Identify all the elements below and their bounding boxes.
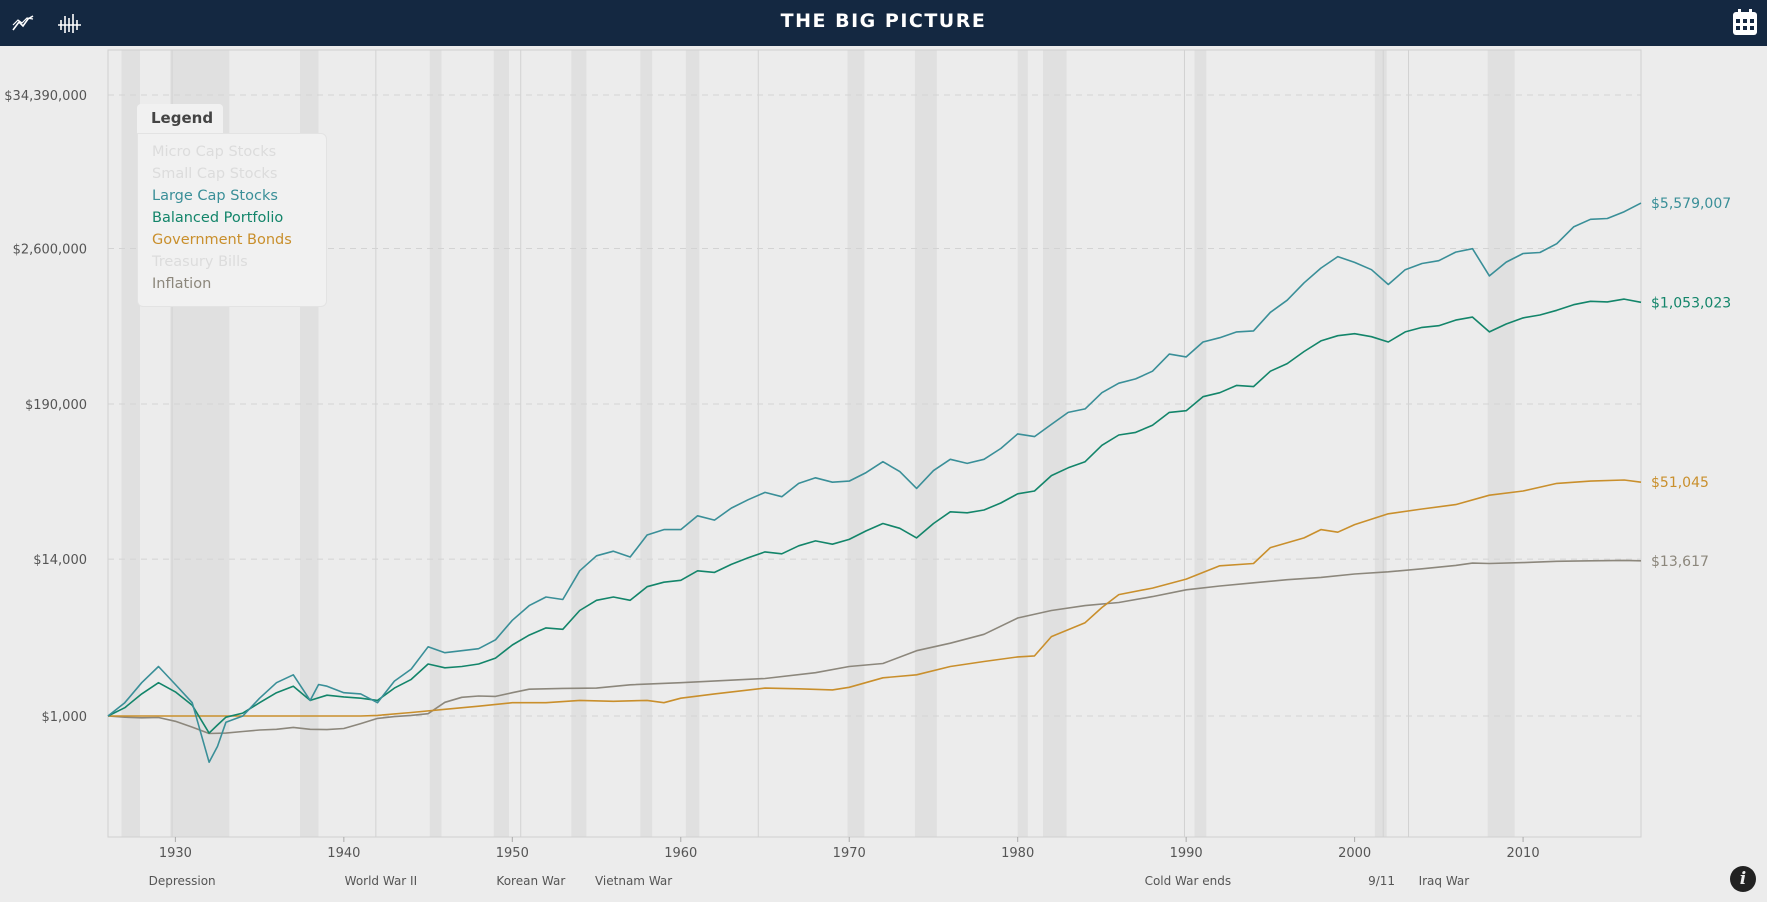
series-line <box>108 479 1642 717</box>
event-label: 9/11 <box>1368 874 1395 888</box>
recession-band <box>493 50 509 837</box>
calendar-icon[interactable] <box>1730 8 1760 38</box>
y-tick-label: $14,000 <box>33 553 87 568</box>
series-line <box>107 298 1642 734</box>
legend-item-small-cap[interactable]: Small Cap Stocks <box>152 166 278 182</box>
x-tick-label: 1930 <box>159 846 192 861</box>
event-label: Vietnam War <box>595 874 672 888</box>
x-tick-label: 2010 <box>1507 846 1540 861</box>
y-tick-label: $1,000 <box>42 710 88 725</box>
recession-band <box>914 50 937 837</box>
x-tick-label: 2000 <box>1338 846 1371 861</box>
event-label: World War II <box>345 874 417 888</box>
event-label: Cold War ends <box>1145 874 1232 888</box>
y-tick-label: $2,600,000 <box>13 243 87 258</box>
x-tick-label: 1990 <box>1170 846 1203 861</box>
recession-band <box>847 50 865 837</box>
legend-item-micro-cap[interactable]: Micro Cap Stocks <box>152 144 277 160</box>
legend-item-balanced[interactable]: Balanced Portfolio <box>152 210 284 226</box>
legend: Micro Cap Stocks Small Cap Stocks Large … <box>137 133 327 307</box>
recession-band <box>429 50 442 837</box>
series-end-label: $51,045 <box>1651 475 1709 491</box>
event-label: Depression <box>149 874 216 888</box>
series-end-label: $1,053,023 <box>1651 295 1731 311</box>
series-end-label: $5,579,007 <box>1651 196 1731 212</box>
legend-item-treasury[interactable]: Treasury Bills <box>152 254 248 270</box>
top-bar: THE BIG PICTURE <box>0 0 1767 46</box>
event-label: Korean War <box>496 874 565 888</box>
recession-band <box>1042 50 1067 837</box>
recession-band <box>1374 50 1387 837</box>
recession-band <box>121 50 141 837</box>
x-tick-label: 1940 <box>327 846 360 861</box>
legend-item-large-cap[interactable]: Large Cap Stocks <box>152 188 278 204</box>
series-line <box>107 202 1642 764</box>
event-label: Iraq War <box>1419 874 1470 888</box>
info-icon[interactable]: i <box>1730 866 1756 892</box>
histogram-icon[interactable] <box>55 8 85 38</box>
x-tick-label: 1950 <box>496 846 529 861</box>
line-chart-icon[interactable] <box>8 8 38 38</box>
series-end-label: $13,617 <box>1651 554 1709 570</box>
recession-band <box>685 50 700 837</box>
recession-band <box>1194 50 1207 837</box>
x-tick-label: 1970 <box>833 846 866 861</box>
recession-band <box>1487 50 1515 837</box>
recession-band <box>1017 50 1028 837</box>
x-tick-label: 1960 <box>664 846 697 861</box>
page-title: THE BIG PICTURE <box>780 10 987 32</box>
y-tick-label: $190,000 <box>25 398 87 413</box>
plot-border <box>107 49 1642 838</box>
y-tick-label: $34,390,000 <box>4 89 87 104</box>
recession-band <box>571 50 587 837</box>
legend-item-gov-bonds[interactable]: Government Bonds <box>152 232 292 248</box>
legend-item-inflation[interactable]: Inflation <box>152 276 212 292</box>
recession-band <box>640 50 653 837</box>
legend-title: Legend <box>137 104 223 134</box>
series-line <box>107 559 1642 735</box>
x-tick-label: 1980 <box>1001 846 1034 861</box>
